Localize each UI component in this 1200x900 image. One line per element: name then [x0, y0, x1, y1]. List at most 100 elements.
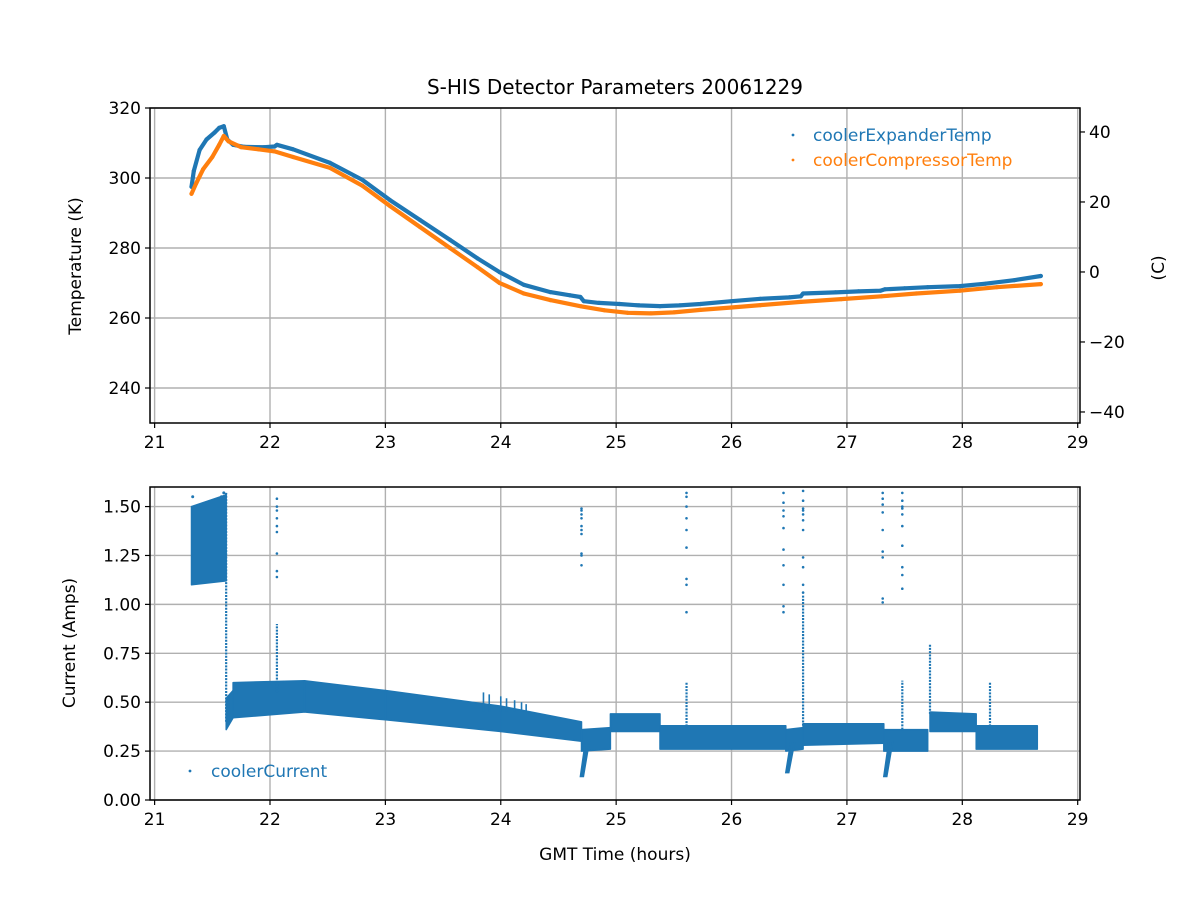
current-outlier-point [685, 517, 688, 520]
current-outlier-point [275, 524, 279, 528]
data-point-coolerCompressorTemp [879, 294, 884, 299]
current-outlier-point [685, 577, 688, 581]
right-y-tick-label: 0 [1089, 263, 1100, 283]
current-outlier-point [782, 509, 785, 512]
legend-label-current: coolerCurrent [211, 762, 328, 782]
data-point-coolerCompressorTemp [272, 149, 277, 154]
x-tick-label: 26 [721, 433, 743, 453]
data-point-coolerExpanderTemp [787, 295, 792, 300]
current-series [190, 489, 1039, 778]
current-outlier-point [901, 524, 904, 528]
y-tick-label: 300 [109, 169, 141, 189]
y-tick-label: 320 [109, 99, 141, 119]
data-point-coolerExpanderTemp [197, 147, 202, 153]
current-outlier-point [881, 601, 884, 604]
current-outlier-point [685, 491, 688, 495]
current-outlier-point [685, 528, 688, 532]
temperature-panel: 21 22 23 24 25 26 27 28 29 240 260 280 300 320 −40 −2… [66, 99, 1169, 453]
current-outlier-point [881, 556, 884, 559]
current-outlier-point [782, 610, 785, 614]
current-outlier-point [275, 575, 279, 579]
data-point-coolerExpanderTemp [217, 125, 222, 130]
current-dip [882, 740, 894, 778]
y-tick-label: 260 [109, 309, 141, 329]
celsius-y-label: (C) [1149, 255, 1169, 280]
current-outlier-point [901, 565, 904, 569]
temperature-series [189, 124, 1043, 316]
y-tick-label: 240 [109, 379, 141, 399]
data-point-coolerCompressorTemp [1038, 282, 1043, 287]
data-point-coolerExpanderTemp [291, 147, 296, 152]
data-point-coolerExpanderTemp [567, 293, 573, 298]
current-outlier-point [580, 507, 583, 510]
current-band [975, 724, 1039, 750]
data-point-coolerExpanderTemp [925, 285, 930, 290]
y-tick-label: 280 [109, 239, 141, 259]
current-outlier-point [275, 530, 279, 534]
data-point-coolerCompressorTemp [360, 183, 365, 188]
current-outlier-point [782, 501, 785, 505]
data-point-coolerExpanderTemp [327, 160, 333, 165]
temperature-x-ticks: 21 22 23 24 25 26 27 28 29 [144, 423, 1089, 453]
celsius-y-ticks: −40 −20 0 20 40 [1080, 123, 1125, 423]
data-point-coolerExpanderTemp [1038, 273, 1043, 279]
current-outlier-point [580, 513, 583, 516]
data-point-coolerExpanderTemp [417, 217, 423, 223]
data-point-coolerCompressorTemp [579, 304, 584, 309]
data-point-coolerExpanderTemp [637, 303, 642, 308]
legend-label-expander: coolerExpanderTemp [813, 126, 992, 146]
current-outlier-point [580, 528, 583, 532]
data-point-coolerExpanderTemp [882, 287, 888, 292]
data-point-coolerExpanderTemp [983, 281, 988, 286]
x-tick-label: 25 [605, 810, 627, 830]
current-outlier-point [881, 528, 884, 532]
data-point-coolerCompressorTemp [194, 181, 199, 186]
current-outlier-point [901, 499, 904, 503]
legend-label-compressor: coolerCompressorTemp [813, 151, 1012, 171]
current-outlier-point [685, 495, 688, 499]
y-tick-label: 0.50 [103, 693, 141, 713]
current-outlier-point [275, 517, 279, 520]
data-point-coolerExpanderTemp [204, 137, 209, 142]
data-point-coolerExpanderTemp [475, 256, 480, 261]
y-tick-label: 0.25 [103, 742, 141, 762]
data-point-coolerCompressorTemp [839, 297, 844, 302]
current-outlier-point [881, 511, 884, 514]
right-y-tick-label: −40 [1089, 403, 1125, 423]
data-point-coolerExpanderTemp [957, 284, 963, 289]
data-point-coolerCompressorTemp [327, 165, 333, 170]
y-tick-label: 1.25 [103, 546, 141, 566]
current-band [659, 724, 787, 750]
data-point-coolerCompressorTemp [957, 288, 963, 293]
current-legend: coolerCurrent [188, 762, 328, 782]
data-point-coolerExpanderTemp [798, 294, 803, 299]
current-outlier-point [275, 497, 279, 501]
current-outlier-point [901, 573, 904, 577]
data-point-coolerExpanderTemp [221, 124, 226, 129]
data-point-coolerExpanderTemp [548, 290, 553, 295]
x-tick-label: 29 [1067, 810, 1089, 830]
data-point-coolerExpanderTemp [274, 142, 279, 147]
data-point-coolerCompressorTemp [256, 147, 261, 152]
data-point-coolerCompressorTemp [189, 191, 194, 196]
current-outlier-point [580, 509, 583, 512]
right-y-tick-label: −20 [1089, 333, 1125, 353]
right-y-tick-label: 20 [1089, 193, 1111, 213]
x-tick-label: 23 [375, 433, 397, 453]
data-point-coolerExpanderTemp [212, 130, 217, 135]
x-tick-label: 26 [721, 810, 743, 830]
data-point-coolerCompressorTemp [602, 308, 607, 313]
data-point-coolerCompressorTemp [201, 167, 206, 172]
data-point-coolerCompressorTemp [221, 133, 226, 139]
current-outlier-point [685, 546, 688, 549]
current-outlier-point [801, 513, 805, 516]
data-point-coolerExpanderTemp [360, 177, 365, 182]
y-tick-label: 1.00 [103, 595, 141, 615]
right-y-tick-label: 40 [1089, 123, 1111, 143]
temperature-y-ticks: 240 260 280 300 320 [109, 99, 150, 399]
current-outlier-point [801, 519, 805, 522]
data-point-coolerExpanderTemp [657, 304, 663, 309]
current-band [785, 726, 804, 752]
